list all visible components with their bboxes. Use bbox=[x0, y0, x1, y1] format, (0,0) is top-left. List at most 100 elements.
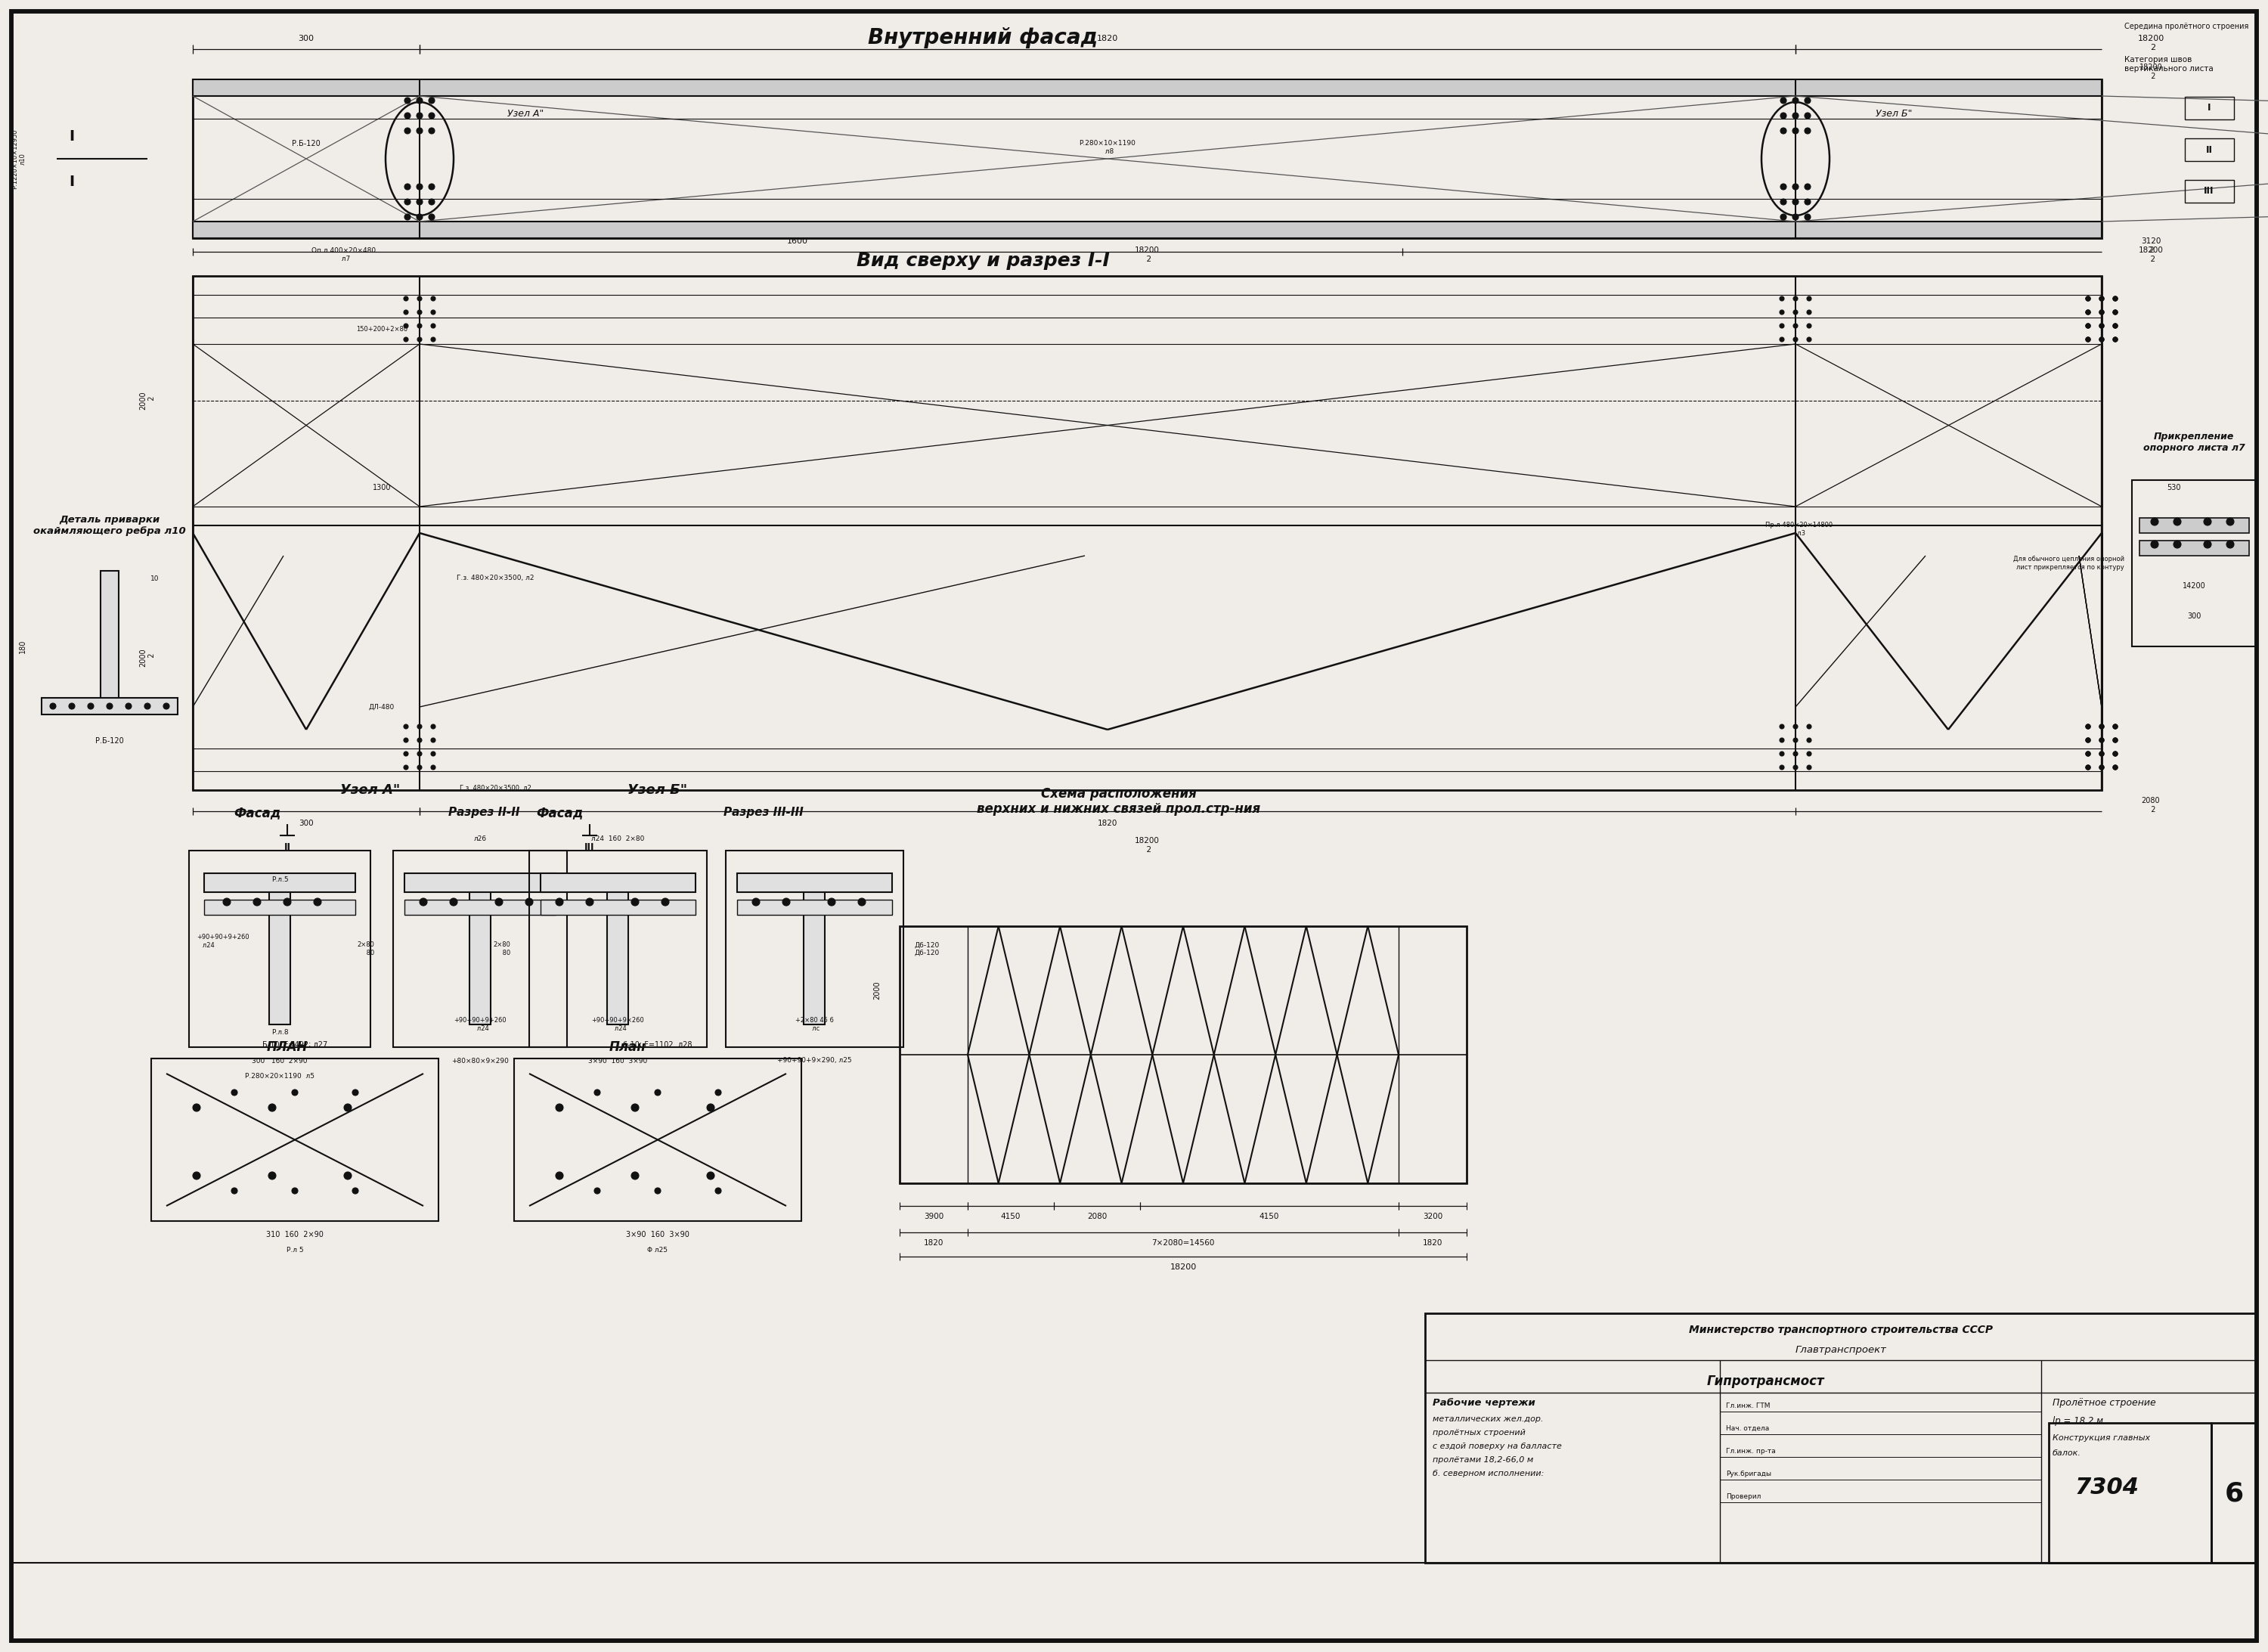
Circle shape bbox=[1780, 215, 1787, 220]
Circle shape bbox=[268, 1171, 277, 1180]
Circle shape bbox=[828, 899, 835, 905]
Circle shape bbox=[2087, 296, 2091, 301]
Circle shape bbox=[352, 1089, 358, 1095]
Text: 18200
  2: 18200 2 bbox=[1134, 838, 1159, 854]
Bar bbox=[204, 874, 356, 892]
Bar bbox=[2139, 540, 2250, 555]
Text: Гипротрансмост: Гипротрансмост bbox=[1706, 1374, 1823, 1388]
Circle shape bbox=[268, 1104, 277, 1112]
Text: с ездой поверху на балласте: с ездой поверху на балласте bbox=[1433, 1442, 1563, 1450]
Circle shape bbox=[2114, 738, 2118, 742]
Text: +80×80×9×290: +80×80×9×290 bbox=[451, 1057, 508, 1064]
Circle shape bbox=[417, 97, 422, 104]
Text: План: План bbox=[610, 1041, 646, 1054]
Circle shape bbox=[2114, 324, 2118, 329]
Circle shape bbox=[2087, 311, 2091, 314]
Circle shape bbox=[2150, 519, 2159, 525]
Text: 3200: 3200 bbox=[1422, 1213, 1442, 1221]
Text: Разрез III-III: Разрез III-III bbox=[723, 808, 803, 818]
Circle shape bbox=[404, 324, 408, 329]
Circle shape bbox=[404, 112, 411, 119]
Text: 3×90  160  3×90: 3×90 160 3×90 bbox=[626, 1231, 689, 1239]
Circle shape bbox=[1808, 296, 1812, 301]
Circle shape bbox=[193, 1171, 200, 1180]
Bar bbox=[900, 927, 1467, 1183]
Circle shape bbox=[2087, 337, 2091, 342]
Circle shape bbox=[594, 1188, 601, 1194]
Bar bbox=[2184, 97, 2234, 119]
Text: 1820: 1820 bbox=[1098, 35, 1118, 43]
Text: 4150: 4150 bbox=[1259, 1213, 1279, 1221]
Circle shape bbox=[431, 337, 435, 342]
Circle shape bbox=[2100, 311, 2105, 314]
Circle shape bbox=[2114, 765, 2118, 770]
Circle shape bbox=[231, 1188, 238, 1194]
Text: ПЛАН: ПЛАН bbox=[268, 1041, 308, 1054]
Circle shape bbox=[431, 724, 435, 729]
Circle shape bbox=[404, 724, 408, 729]
Circle shape bbox=[431, 324, 435, 329]
Bar bbox=[193, 79, 2102, 238]
Circle shape bbox=[2087, 765, 2091, 770]
Bar bbox=[404, 900, 556, 915]
Circle shape bbox=[404, 97, 411, 104]
Text: 3900: 3900 bbox=[923, 1213, 943, 1221]
Circle shape bbox=[2100, 765, 2105, 770]
Circle shape bbox=[417, 337, 422, 342]
Circle shape bbox=[404, 198, 411, 205]
Text: Категория швов
вертикального листа: Категория швов вертикального листа bbox=[2125, 56, 2214, 73]
Circle shape bbox=[2087, 311, 2091, 314]
Text: I: I bbox=[68, 129, 75, 144]
Circle shape bbox=[2100, 324, 2105, 329]
Circle shape bbox=[585, 899, 594, 905]
Text: 1820: 1820 bbox=[923, 1239, 943, 1247]
Circle shape bbox=[404, 337, 408, 342]
Text: 18200: 18200 bbox=[1170, 1264, 1198, 1270]
Circle shape bbox=[2087, 296, 2091, 301]
Bar bbox=[193, 221, 2102, 238]
Circle shape bbox=[2087, 724, 2091, 729]
Circle shape bbox=[429, 198, 435, 205]
Circle shape bbox=[2100, 311, 2105, 314]
Circle shape bbox=[2204, 519, 2211, 525]
Circle shape bbox=[2114, 724, 2118, 729]
Text: Главтранспроект: Главтранспроект bbox=[1796, 1345, 1887, 1355]
Circle shape bbox=[417, 183, 422, 190]
Circle shape bbox=[494, 899, 503, 905]
Circle shape bbox=[404, 127, 411, 134]
Circle shape bbox=[2087, 752, 2091, 757]
Bar bbox=[2184, 180, 2234, 203]
Circle shape bbox=[2114, 324, 2118, 329]
Circle shape bbox=[708, 1104, 714, 1112]
Circle shape bbox=[2087, 324, 2091, 329]
Circle shape bbox=[2114, 765, 2118, 770]
Circle shape bbox=[417, 724, 422, 729]
Text: 18200
  2: 18200 2 bbox=[2139, 246, 2164, 263]
Circle shape bbox=[2100, 311, 2105, 314]
Circle shape bbox=[1780, 183, 1787, 190]
Circle shape bbox=[404, 215, 411, 220]
Circle shape bbox=[1808, 765, 1812, 770]
Circle shape bbox=[2114, 337, 2118, 342]
Text: 300   160  2×90: 300 160 2×90 bbox=[252, 1057, 308, 1064]
Text: I: I bbox=[2207, 102, 2211, 112]
Text: 2×80
 80: 2×80 80 bbox=[492, 942, 510, 957]
Circle shape bbox=[1794, 311, 1799, 314]
Circle shape bbox=[417, 112, 422, 119]
Text: ДЛ-480: ДЛ-480 bbox=[370, 704, 395, 710]
Text: 18200
  2: 18200 2 bbox=[2139, 64, 2161, 79]
Circle shape bbox=[1780, 112, 1787, 119]
Circle shape bbox=[193, 1104, 200, 1112]
Text: балок.: балок. bbox=[2053, 1449, 2082, 1457]
Circle shape bbox=[431, 738, 435, 742]
Circle shape bbox=[556, 1171, 562, 1180]
Circle shape bbox=[417, 324, 422, 329]
Bar bbox=[2211, 1422, 2257, 1563]
Text: Пролётное строение: Пролётное строение bbox=[2053, 1398, 2157, 1408]
Text: 7×2080=14560: 7×2080=14560 bbox=[1152, 1239, 1216, 1247]
Circle shape bbox=[655, 1188, 660, 1194]
Text: Деталь приварки
окаймляющего ребра л10: Деталь приварки окаймляющего ребра л10 bbox=[34, 515, 186, 535]
Circle shape bbox=[1780, 337, 1785, 342]
Circle shape bbox=[1780, 752, 1785, 757]
Circle shape bbox=[2100, 296, 2105, 301]
